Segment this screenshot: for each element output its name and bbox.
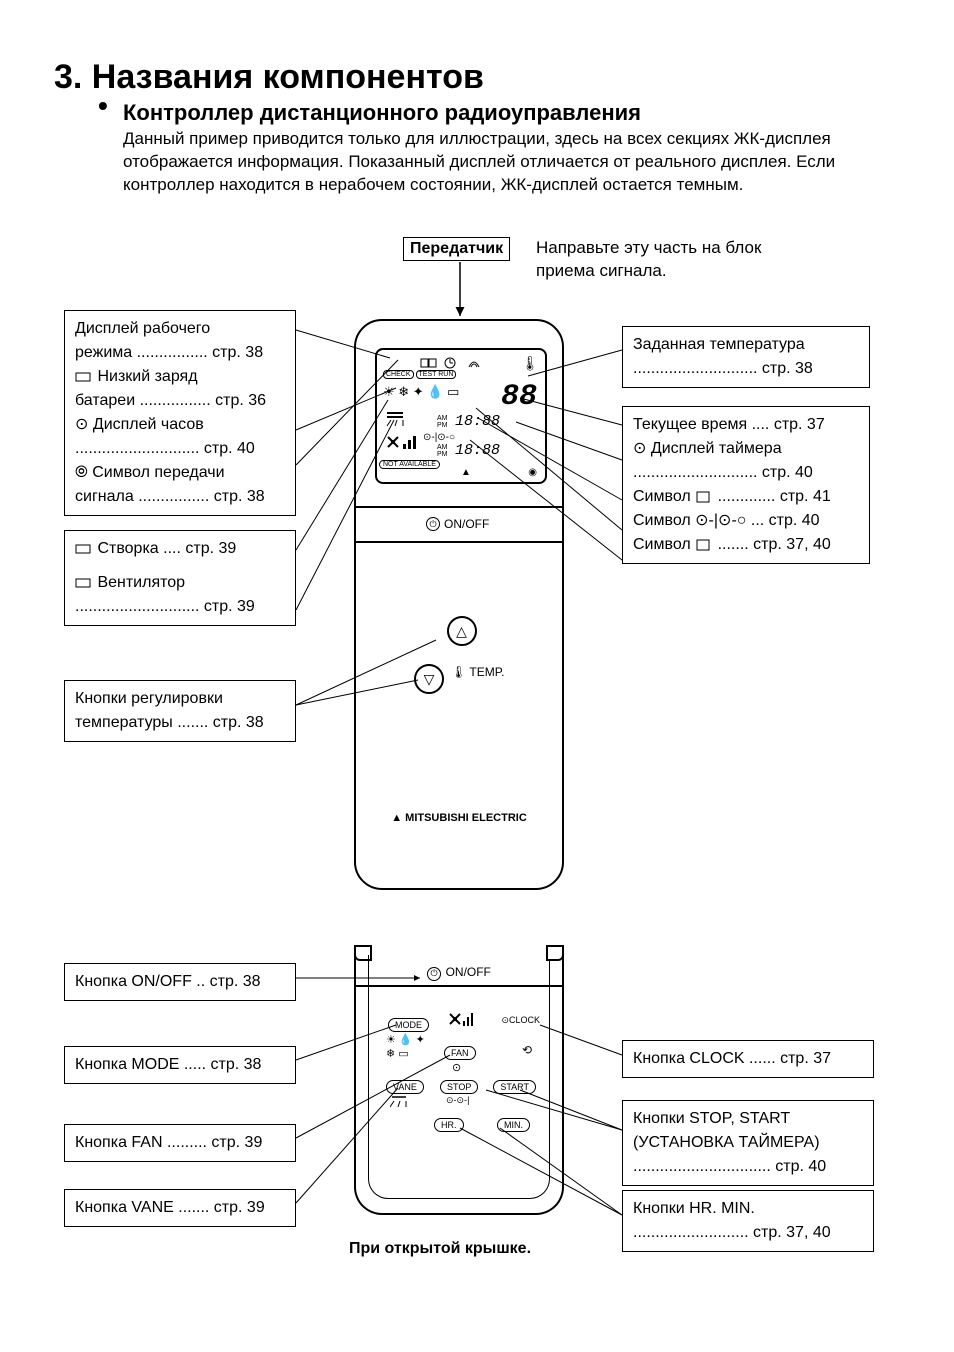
lcd-mode-icons: ☀ ❄ ✦ 💧 ▭	[383, 384, 459, 400]
callout-btn-stopstart: Кнопки STOP, START(УСТАНОВКА ТАЙМЕРА)...…	[622, 1100, 874, 1186]
callout-vane-fan: Створка .... стр. 39 Вентилятор.........…	[64, 530, 296, 626]
temp-buttons: △ ▽	[414, 616, 509, 694]
callout-temp-adjust: Кнопки регулировкитемпературы ....... ст…	[64, 680, 296, 742]
callout-btn-clock: Кнопка CLOCK ...... стр. 37	[622, 1040, 874, 1078]
callout-btn-onoff: Кнопка ON/OFF .. стр. 38	[64, 963, 296, 1001]
lcd-ampm-2: AM PM	[437, 444, 448, 458]
lcd-time-2: 18:88	[455, 442, 500, 459]
page: 3. Названия компонентов • Контроллер дис…	[0, 0, 954, 1352]
auto-icon: ⟲	[522, 1043, 532, 1057]
lcd-fan-icon	[385, 434, 421, 455]
timer-symbols: ⊙-⊙-|	[446, 1095, 469, 1106]
lcd-timer-symbols: ⊙-|⊙-○	[423, 432, 455, 443]
callout-btn-fan: Кнопка FAN ......... стр. 39	[64, 1124, 296, 1162]
fan-icon	[385, 434, 421, 450]
onoff-button[interactable]: ⏻ ON/OFF	[426, 517, 489, 531]
timer-small-icon: ⊙	[452, 1061, 461, 1074]
callout-mode-display: Дисплей рабочегорежима ................ …	[64, 310, 296, 516]
remote-detail-panel: ⏻ ON/OFF MODE ⊙CLOCK ☀ 💧 ✦ ❄ ▭ FAN ⟲ ⊙ V…	[354, 955, 564, 1215]
bottom-caption: При открытой крышке.	[349, 1240, 531, 1258]
remote-controller: 🌡 CHECK TEST RUN ☀ ❄ ✦ 💧 ▭ 88 AM PM 18:8…	[354, 319, 564, 890]
fan-small-icon	[448, 1011, 474, 1032]
callout-btn-hrmin: Кнопки HR. MIN..........................…	[622, 1190, 874, 1252]
vane-small-icon	[390, 1095, 412, 1116]
start-button[interactable]: START	[493, 1077, 536, 1095]
callout-set-temp: Заданная температура....................…	[622, 326, 870, 388]
transmitter-text: Направьте эту часть на блок приема сигна…	[536, 237, 796, 283]
lcd-temp-digits: 88	[501, 380, 537, 414]
detail-onoff[interactable]: ⏻ ON/OFF	[356, 963, 562, 981]
min-button[interactable]: MIN.	[497, 1115, 530, 1133]
callout-time-timer: Текущее время .... стр. 37⊙ Дисплей тайм…	[622, 406, 870, 564]
lcd-up-arrow: ▲	[461, 467, 471, 478]
intro-text: Данный пример приводится только для иллю…	[123, 128, 883, 197]
temp-up-button[interactable]: △	[447, 616, 477, 646]
vane-button[interactable]: VANE	[386, 1077, 424, 1095]
temp-down-button[interactable]: ▽	[414, 664, 444, 694]
callout-btn-mode: Кнопка MODE ..... стр. 38	[64, 1046, 296, 1084]
vane-icon	[385, 410, 413, 428]
hr-button[interactable]: HR.	[434, 1115, 464, 1133]
temp-label: 🌡 TEMP.	[451, 665, 504, 679]
mode-icons-1: ☀ 💧 ✦	[386, 1033, 425, 1046]
lcd-display: 🌡 CHECK TEST RUN ☀ ❄ ✦ 💧 ▭ 88 AM PM 18:8…	[375, 348, 547, 484]
lcd-vane-icon	[385, 410, 413, 432]
callout-btn-vane: Кнопка VANE ....... стр. 39	[64, 1189, 296, 1227]
subtitle: Контроллер дистанционного радиоуправлени…	[123, 100, 641, 126]
power-icon: ⏻	[426, 517, 440, 531]
stop-button[interactable]: STOP	[440, 1077, 478, 1095]
page-title: 3. Названия компонентов	[54, 58, 484, 97]
lcd-dot: ◉	[528, 467, 537, 478]
fan-button[interactable]: FAN	[444, 1043, 476, 1061]
lcd-time-1: 18:88	[455, 413, 500, 430]
brand-label: ▲ MITSUBISHI ELECTRIC	[356, 812, 562, 824]
mode-button[interactable]: MODE	[388, 1015, 429, 1033]
mode-icon	[420, 356, 438, 370]
clock-icon	[443, 356, 461, 370]
lcd-check-row: CHECK TEST RUN	[383, 370, 456, 379]
power-icon: ⏻	[427, 967, 441, 981]
mode-icons-2: ❄ ▭	[386, 1047, 409, 1060]
lcd-not-available: NOT AVAILABLE	[379, 460, 440, 469]
transmitter-label: Передатчик	[403, 237, 510, 261]
clock-button[interactable]: ⊙CLOCK	[501, 1015, 540, 1026]
lcd-ampm-1: AM PM	[437, 415, 448, 429]
signal-icon	[467, 356, 485, 370]
